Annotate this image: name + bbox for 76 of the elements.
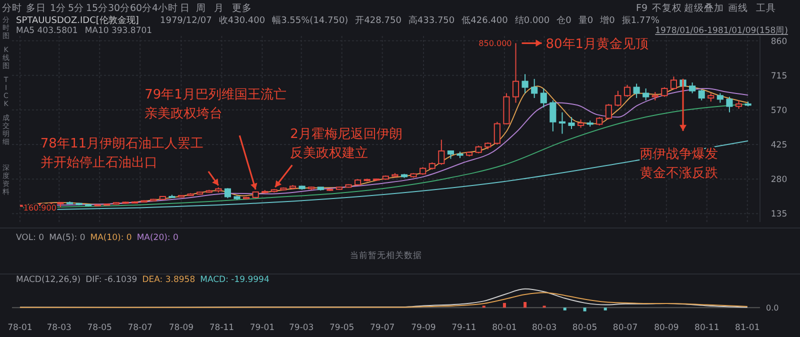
text: DIF: -6.1039 <box>86 275 138 285</box>
x-tick-label: 79-09 <box>411 323 436 333</box>
text: 画线 <box>728 2 748 14</box>
x-tick-label: 79-05 <box>330 323 354 333</box>
x-tick-label: 78-03 <box>46 323 72 333</box>
x-tick-label: 80-03 <box>532 323 557 333</box>
chart-title: SPTAUUSDOZ.IDC[伦敦金现] <box>16 15 139 26</box>
text: 0.0 <box>766 304 779 313</box>
text: 仓0 <box>556 15 572 26</box>
text: VOL: 0 <box>16 233 44 243</box>
candlestick <box>512 42 520 104</box>
x-tick-label: 80-11 <box>694 323 720 333</box>
annotation: 850.000 <box>478 39 512 48</box>
annotation: 78年11月伊朗石油工人罢工并开始停止石油出口 <box>40 135 204 170</box>
text: 工具 <box>756 3 776 14</box>
text: MACD(12,26,9) <box>16 275 81 285</box>
candlestick <box>633 83 640 98</box>
x-tick-label: 78-01 <box>8 323 32 333</box>
text: 分时 <box>2 2 22 14</box>
x-tick-label: 78-05 <box>87 323 112 333</box>
text: 周 <box>196 3 206 14</box>
text: 1分 <box>50 2 66 14</box>
text: 4小时 <box>152 2 178 14</box>
y-tick-label: 280 <box>770 175 788 186</box>
x-tick-label: 80-07 <box>612 323 638 333</box>
candlestick <box>531 78 538 98</box>
text: 1979/12/07 <box>160 16 212 26</box>
text: 开428.750 <box>355 16 402 26</box>
chart-subtitle: 1978/01/06-1981/01/09(158周) <box>655 25 788 36</box>
text: 更多 <box>232 2 252 14</box>
text: 结0.000 <box>514 15 550 26</box>
text: F9 <box>636 3 648 14</box>
text: MA(10): 0 <box>90 233 132 243</box>
text: MA5 403.5801 <box>16 26 78 36</box>
text: 月 <box>214 3 224 14</box>
text: 量0 <box>578 15 594 26</box>
candlestick <box>558 112 566 134</box>
x-tick-label: 81-01 <box>735 323 760 333</box>
text: 60分 <box>130 2 152 14</box>
text: 30分 <box>108 2 130 14</box>
annotation: 2月霍梅尼返回伊朗反美政权建立 <box>290 126 402 161</box>
x-tick-label: 79-03 <box>289 323 314 333</box>
y-tick-label: 715 <box>770 71 788 82</box>
annotation: 80年1月黄金见顶 <box>546 37 649 52</box>
text: 15分 <box>86 2 108 14</box>
y-tick-label: 860 <box>770 36 788 47</box>
x-tick-label: 80-01 <box>492 323 517 333</box>
x-tick-label: 78-07 <box>128 323 152 333</box>
x-tick-label: 79-07 <box>370 323 395 333</box>
text: DEA: 3.8958 <box>142 275 196 285</box>
annotation: 79年1月巴列维国王流亡亲美政权垮台 <box>144 86 286 122</box>
text: 5分 <box>68 2 84 14</box>
text: MACD: -19.9994 <box>200 275 270 285</box>
text: 高433.750 <box>408 15 455 26</box>
x-tick-label: 80-05 <box>572 323 598 333</box>
text: 低426.400 <box>462 15 508 26</box>
y-tick-label: 425 <box>770 140 788 150</box>
text: 超级叠加 <box>684 2 724 14</box>
x-tick-label: 79-01 <box>250 323 275 333</box>
text: 振1.77% <box>622 15 660 26</box>
text: 增0 <box>599 15 616 26</box>
text: MA(20): 0 <box>136 233 178 243</box>
x-tick-label: 79-11 <box>452 323 476 333</box>
text: 幅3.55%(14.750) <box>272 15 348 26</box>
x-tick-label: 78-11 <box>209 323 234 333</box>
text: 多日 <box>26 2 46 14</box>
x-tick-label: 78-09 <box>168 323 194 333</box>
text: 日 <box>180 3 190 14</box>
text: MA(5): 0 <box>49 233 86 243</box>
text: 不复权 <box>652 2 682 14</box>
text: 当前暂无相关数据 <box>350 250 422 261</box>
y-tick-label: 570 <box>770 106 788 116</box>
x-tick-label: 80-09 <box>654 323 679 333</box>
text: MA10 393.8701 <box>84 26 152 36</box>
text: 收430.400 <box>218 15 266 26</box>
y-tick-label: 135 <box>770 210 788 220</box>
